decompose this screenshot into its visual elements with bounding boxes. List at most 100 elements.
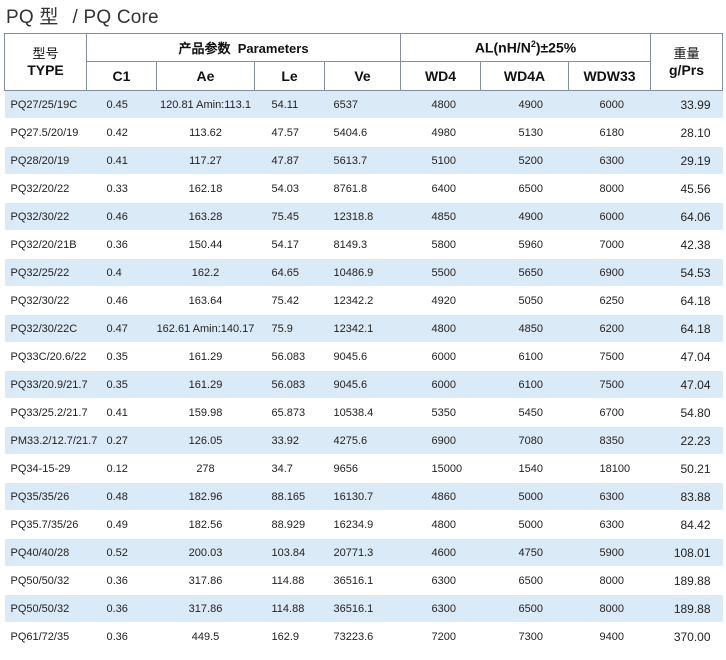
cell-type: PQ33/25.2/21.7 [4, 398, 88, 427]
cell-ve: 10486.9 [324, 258, 401, 287]
cell-wd4a: 6500 [480, 594, 569, 623]
table-row: PQ32/20/21B 0.36 150.44 54.17 8149.3 5800 5960… [4, 230, 723, 259]
header-al-prefix: AL(nH/N [474, 39, 531, 56]
cell-c1: 0.36 [86, 566, 157, 595]
cell-wd4a: 5000 [480, 510, 569, 539]
cell-wd4: 6000 [400, 370, 481, 399]
cell-weight: 22.23 [650, 426, 723, 455]
cell-wdw33: 6000 [568, 90, 651, 119]
cell-wd4a: 6100 [480, 342, 569, 371]
cell-c1: 0.41 [86, 146, 157, 175]
cell-type: PQ32/30/22C [4, 314, 87, 343]
cell-wd4: 5100 [400, 146, 481, 175]
cell-le: 162.9 [254, 622, 325, 651]
cell-c1: 0.33 [86, 174, 157, 203]
cell-wd4a: 4900 [480, 90, 569, 119]
cell-wdw33: 6200 [568, 314, 651, 343]
header-al-sup: 2 [530, 39, 536, 50]
cell-ae: 150.44 [156, 230, 255, 259]
cell-weight: 47.04 [650, 342, 723, 371]
cell-ve: 20771.3 [324, 538, 401, 567]
cell-le: 54.11 [254, 90, 325, 119]
header-weight-cn: 重量 [673, 46, 700, 61]
table-row: PQ34-15-29 0.12 278 34.7 9656 15000 1540 18100 5… [4, 454, 723, 483]
header-weight: 重量 g/Prs [650, 33, 724, 91]
header-al-suffix: )±25% [535, 39, 577, 56]
header-params-cn: 产品参数 [178, 41, 231, 56]
cell-ae: 182.56 [156, 510, 255, 539]
cell-type: PQ40/40/28 [4, 538, 87, 567]
cell-type: PQ50/50/32 [4, 566, 87, 595]
cell-wdw33: 8350 [568, 426, 651, 455]
cell-wd4: 6000 [400, 342, 481, 371]
table-row: PQ33/20.9/21.7 0.35 161.29 56.083 9045.6 6000… [4, 370, 723, 399]
cell-wd4a: 5050 [480, 286, 569, 315]
cell-ae: 126.05 [156, 426, 255, 455]
table-row: PQ27/25/19C 0.45 120.81 Amin:113.1 54.11 653… [4, 90, 723, 119]
cell-ve: 6537 [324, 90, 401, 119]
cell-type: PQ32/30/22 [4, 286, 87, 315]
cell-ae: 162.61 Amin:140.17 [156, 314, 255, 343]
cell-le: 103.84 [254, 538, 325, 567]
cell-le: 114.88 [254, 566, 325, 595]
cell-wdw33: 6700 [568, 398, 651, 427]
cell-le: 88.929 [254, 510, 325, 539]
cell-wd4a: 5960 [480, 230, 569, 259]
cell-ae: 317.86 [156, 594, 255, 623]
cell-c1: 0.4 [86, 258, 157, 287]
cell-wd4: 4800 [400, 314, 481, 343]
cell-weight: 54.53 [650, 258, 723, 287]
cell-wd4: 4920 [400, 286, 481, 315]
table-row: PQ32/30/22C 0.47 162.61 Amin:140.17 75.9 123… [4, 314, 723, 343]
table-row: PQ27.5/20/19 0.42 113.62 47.57 5404.6 4980 513… [4, 118, 723, 147]
cell-wd4a: 6100 [480, 370, 569, 399]
cell-ae: 317.86 [156, 566, 255, 595]
cell-wdw33: 7500 [568, 342, 651, 371]
cell-le: 56.083 [254, 370, 325, 399]
cell-le: 56.083 [254, 342, 325, 371]
pq-core-spec-table: 型号 TYPE 产品参数 Parameters AL(nH/N2)±25% 重量… [4, 33, 724, 651]
cell-c1: 0.35 [86, 370, 157, 399]
cell-wdw33: 8000 [568, 594, 651, 623]
cell-wdw33: 7000 [568, 230, 651, 259]
title-en: / PQ Core [72, 7, 159, 28]
header-al: AL(nH/N2)±25% [400, 33, 652, 62]
cell-le: 54.03 [254, 174, 325, 203]
cell-c1: 0.47 [86, 314, 157, 343]
cell-ve: 36516.1 [324, 566, 401, 595]
cell-ve: 16130.7 [324, 482, 401, 511]
cell-weight: 54.80 [650, 398, 723, 427]
cell-ve: 12342.1 [324, 314, 401, 343]
cell-wdw33: 6300 [568, 146, 651, 175]
cell-type: PQ34-15-29 [4, 454, 87, 483]
cell-ae: 449.5 [156, 622, 255, 651]
cell-weight: 83.88 [650, 482, 723, 511]
cell-ae: 113.62 [156, 118, 255, 147]
cell-wd4a: 5650 [480, 258, 569, 287]
cell-ve: 12342.2 [324, 286, 401, 315]
cell-wd4: 5350 [400, 398, 481, 427]
cell-ae: 278 [156, 454, 255, 483]
cell-weight: 47.04 [650, 370, 723, 399]
cell-le: 65.873 [254, 398, 325, 427]
header-ae: Ae [156, 61, 255, 91]
cell-c1: 0.12 [86, 454, 157, 483]
table-row: PQ50/50/32 0.36 317.86 114.88 36516.1 6300 650… [4, 594, 723, 623]
cell-wd4: 6300 [400, 594, 481, 623]
header-row-top: 型号 TYPE 产品参数 Parameters AL(nH/N2)±25% 重量… [4, 33, 724, 91]
cell-c1: 0.41 [86, 398, 157, 427]
header-weight-unit: g/Prs [669, 62, 705, 78]
cell-wd4a: 4900 [480, 202, 569, 231]
cell-ae: 182.96 [156, 482, 255, 511]
cell-ae: 120.81 Amin:113.1 [156, 90, 255, 119]
cell-type: PQ32/20/21B [4, 230, 87, 259]
cell-ae: 161.29 [156, 342, 255, 371]
cell-ve: 9045.6 [324, 342, 401, 371]
table-row: PQ32/20/22 0.33 162.18 54.03 8761.8 6400 6500 8… [4, 174, 723, 203]
table-row: PQ35/35/26 0.48 182.96 88.165 16130.7 4860 500… [4, 482, 723, 511]
cell-c1: 0.49 [86, 510, 157, 539]
cell-c1: 0.46 [86, 286, 157, 315]
cell-ae: 117.27 [156, 146, 255, 175]
cell-weight: 84.42 [650, 510, 723, 539]
cell-weight: 64.06 [650, 202, 723, 231]
